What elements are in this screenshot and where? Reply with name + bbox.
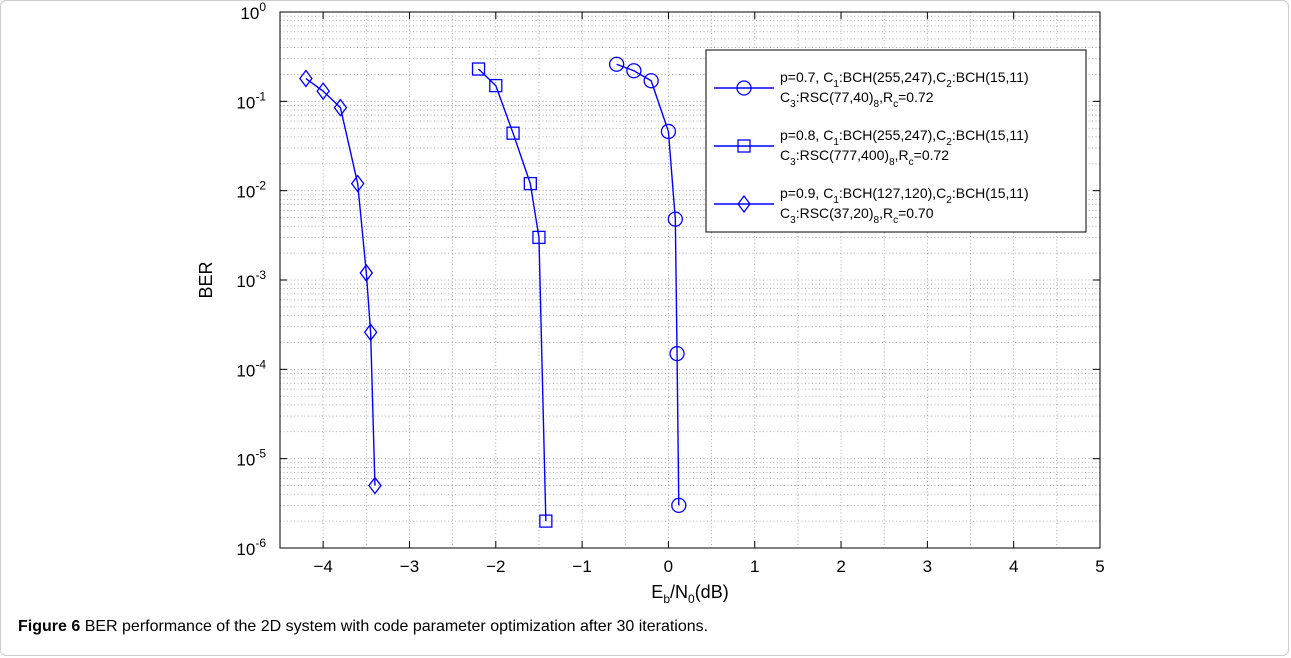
data-point <box>299 69 313 88</box>
y-tick-label: 10-2 <box>236 179 266 202</box>
series-line <box>616 63 680 506</box>
data-point <box>660 123 677 140</box>
x-tick-label: −2 <box>486 557 505 576</box>
y-tick-label: 10-6 <box>236 536 266 559</box>
x-tick-label: −4 <box>313 557 332 576</box>
legend-entry: C3:RSC(37,20)8,Rc=0.70 <box>780 205 934 226</box>
data-point <box>506 126 520 140</box>
series-line <box>305 77 376 486</box>
data-point <box>363 323 378 342</box>
y-tick-label: 100 <box>240 0 266 23</box>
data-point <box>626 63 642 79</box>
figure-caption: Figure 6 BER performance of the 2D syste… <box>18 618 708 636</box>
data-point <box>671 497 687 514</box>
legend-entry: C3:RSC(777,400)8,Rc=0.72 <box>780 147 949 168</box>
x-tick-label: −1 <box>572 557 591 576</box>
data-point <box>350 174 365 193</box>
x-tick-label: 2 <box>836 557 845 576</box>
x-tick-label: 4 <box>1009 557 1018 576</box>
legend-entry: p=0.7, C1:BCH(255,247),C2:BCH(15,11) <box>780 69 1029 90</box>
y-tick-label: 10-4 <box>236 357 266 380</box>
data-point <box>523 176 537 191</box>
data-point <box>471 62 486 76</box>
data-point <box>489 78 503 93</box>
data-point <box>669 345 685 362</box>
y-tick-label: 10-5 <box>236 447 266 470</box>
caption-text: BER performance of the 2D system with co… <box>84 618 709 635</box>
x-tick-label: 3 <box>923 557 932 576</box>
x-tick-label: 0 <box>664 557 673 576</box>
x-tick-label: 1 <box>750 557 759 576</box>
series-2 <box>471 62 553 528</box>
series-3 <box>299 69 382 495</box>
data-point <box>643 73 659 89</box>
data-point <box>539 514 553 528</box>
legend-entry: p=0.8, C1:BCH(255,247),C2:BCH(15,11) <box>780 127 1029 148</box>
y-axis-label: BER <box>196 261 216 298</box>
grid <box>280 12 1100 548</box>
series-layer <box>299 56 687 528</box>
series-line <box>478 68 547 522</box>
legend-box <box>705 49 1087 233</box>
ber-chart: −4 −3 −2 −1 0 1 2 3 4 5 10-6 10-5 10-4 10-3 10-2 10-1 10… <box>196 0 1105 606</box>
y-tick-label: 10-1 <box>236 89 266 112</box>
x-tick-label: 5 <box>1095 557 1104 576</box>
data-point <box>316 82 330 101</box>
axis-ticks: −4 −3 −2 −1 0 1 2 3 4 5 10-6 10-5 10-4 10-3 10-2 10-1 10… <box>236 0 1104 576</box>
data-point <box>359 263 374 283</box>
data-point <box>608 56 625 72</box>
legend: p=0.7, C1:BCH(255,247),C2:BCH(15,11)C3:R… <box>705 49 1087 233</box>
data-point <box>333 98 348 117</box>
x-tick-label: −3 <box>400 557 419 576</box>
data-point <box>368 476 382 495</box>
x-axis-label: Eb/N0(dB) <box>651 582 728 606</box>
caption-label: Figure 6 <box>18 618 81 635</box>
legend-marker <box>737 194 751 214</box>
legend-entry: C3:RSC(77,40)8,Rc=0.72 <box>780 89 934 110</box>
series-1 <box>608 56 687 514</box>
data-point <box>532 230 546 245</box>
y-tick-label: 10-3 <box>236 268 266 291</box>
legend-entry: p=0.9, C1:BCH(127,120),C2:BCH(15,11) <box>780 185 1029 206</box>
legend-marker <box>736 80 752 96</box>
data-point <box>667 211 683 227</box>
legend-marker <box>737 139 751 153</box>
